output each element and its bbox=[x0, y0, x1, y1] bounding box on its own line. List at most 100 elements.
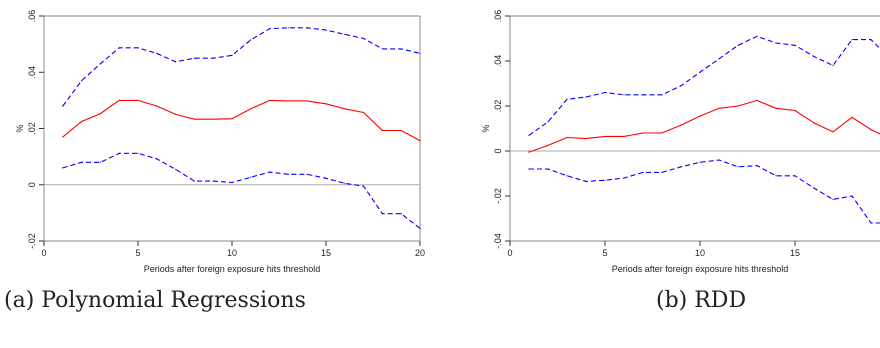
series-point-estimate bbox=[604, 135, 606, 137]
series-point-lower bbox=[175, 168, 177, 170]
series-line-estimate bbox=[528, 99, 880, 153]
series-point-lower bbox=[231, 181, 233, 184]
series-point-lower bbox=[566, 175, 568, 177]
series-point-lower bbox=[775, 175, 777, 177]
series-point-upper bbox=[231, 54, 233, 57]
series-line-estimate bbox=[62, 99, 421, 142]
series-point-lower bbox=[193, 180, 195, 182]
y-axis-label: % bbox=[481, 124, 491, 132]
series-point-lower bbox=[81, 161, 83, 163]
series-point-estimate bbox=[287, 100, 289, 102]
series-point-lower bbox=[381, 213, 383, 215]
series-point-estimate bbox=[81, 120, 83, 123]
y-tick-label: -.04 bbox=[493, 233, 503, 249]
series-point-lower bbox=[642, 171, 644, 173]
series-point-upper bbox=[419, 52, 421, 55]
x-axis-label: Periods after foreign exposure hits thre… bbox=[144, 264, 321, 274]
series-line-lower bbox=[62, 152, 421, 229]
series-point-lower bbox=[547, 168, 549, 170]
series-point-estimate bbox=[813, 122, 815, 124]
series-point-estimate bbox=[400, 129, 402, 132]
series-point-lower bbox=[363, 185, 365, 187]
series-point-estimate bbox=[419, 140, 421, 142]
series-point-lower bbox=[344, 182, 346, 184]
series-point-upper bbox=[604, 91, 606, 94]
series-point-lower bbox=[99, 161, 101, 163]
series-point-estimate bbox=[306, 100, 308, 102]
series-point-upper bbox=[813, 55, 815, 58]
series-point-estimate bbox=[642, 132, 644, 134]
series-point-upper bbox=[156, 52, 158, 55]
series-point-upper bbox=[306, 27, 308, 29]
series-point-estimate bbox=[381, 129, 383, 132]
series-point-estimate bbox=[756, 99, 758, 101]
series-point-lower bbox=[400, 213, 402, 215]
series-point-lower bbox=[137, 152, 139, 154]
x-tick-label: 0 bbox=[507, 248, 512, 258]
series-point-upper bbox=[193, 57, 195, 59]
y-tick-label: .02 bbox=[27, 122, 37, 135]
y-tick-label: .04 bbox=[493, 55, 503, 68]
x-tick-label: 10 bbox=[695, 248, 705, 258]
x-axis-label: Periods after foreign exposure hits thre… bbox=[612, 264, 789, 274]
series-point-estimate bbox=[156, 105, 158, 107]
series-point-lower bbox=[419, 227, 421, 229]
x-tick-label: 0 bbox=[41, 248, 46, 258]
series-point-upper bbox=[344, 33, 346, 35]
x-tick-label: 5 bbox=[602, 248, 607, 258]
series-point-estimate bbox=[718, 107, 720, 109]
series-point-upper bbox=[269, 28, 271, 30]
series-line-upper bbox=[62, 27, 421, 107]
series-point-upper bbox=[118, 47, 120, 49]
series-point-upper bbox=[661, 94, 663, 96]
chart-svg-0: 0 5 10 15 20 -.02 0 .02 .04 .06 Periods after fore… bbox=[15, 10, 425, 274]
series-point-upper bbox=[400, 48, 402, 50]
series-point-lower bbox=[269, 171, 271, 173]
y-tick-label: .02 bbox=[493, 100, 503, 113]
series-point-upper bbox=[623, 94, 625, 96]
series-point-estimate bbox=[193, 118, 195, 120]
series-point-estimate bbox=[137, 99, 139, 101]
series-point-lower bbox=[832, 198, 834, 200]
series-point-estimate bbox=[851, 116, 853, 118]
series-point-estimate bbox=[547, 144, 549, 146]
series-point-lower bbox=[156, 158, 158, 160]
series-point-estimate bbox=[175, 113, 177, 115]
series-point-lower bbox=[870, 222, 872, 224]
series-point-estimate bbox=[870, 129, 872, 131]
series-point-estimate bbox=[737, 105, 739, 107]
series-point-estimate bbox=[623, 135, 625, 137]
series-point-estimate bbox=[212, 118, 214, 120]
series-line-lower bbox=[529, 159, 880, 224]
series-point-upper bbox=[775, 42, 777, 44]
caption-panel-a: (a) Polynomial Regressions bbox=[4, 288, 306, 313]
series-point-lower bbox=[306, 173, 308, 175]
series-point-upper bbox=[212, 57, 214, 59]
caption-panel-b: (b) RDD bbox=[656, 288, 747, 313]
series-point-upper bbox=[81, 80, 83, 82]
series-point-lower bbox=[756, 165, 758, 167]
series-point-upper bbox=[642, 94, 644, 96]
series-point-lower bbox=[699, 161, 701, 163]
series-point-estimate bbox=[661, 132, 663, 134]
series-point-lower bbox=[118, 152, 120, 154]
chart-panel-a: 0 5 10 15 20 -.02 0 .02 .04 .06 Periods after fore… bbox=[0, 0, 440, 343]
series-point-estimate bbox=[250, 108, 252, 110]
series-point-upper bbox=[99, 63, 101, 65]
series-line-upper bbox=[528, 35, 880, 136]
y-tick-label: .04 bbox=[27, 66, 37, 79]
series-point-lower bbox=[528, 168, 530, 170]
x-tick-label: 20 bbox=[415, 248, 425, 258]
series-point-lower bbox=[585, 180, 587, 182]
series-point-upper bbox=[381, 48, 383, 50]
series-point-upper bbox=[250, 39, 252, 41]
series-point-lower bbox=[325, 177, 327, 179]
series-point-lower bbox=[661, 171, 663, 173]
y-tick-label: .06 bbox=[493, 10, 503, 23]
series-point-upper bbox=[585, 96, 587, 98]
series-point-upper bbox=[287, 27, 289, 29]
series-point-estimate bbox=[775, 107, 777, 109]
series-point-estimate bbox=[325, 103, 327, 105]
series-point-upper bbox=[699, 71, 701, 73]
